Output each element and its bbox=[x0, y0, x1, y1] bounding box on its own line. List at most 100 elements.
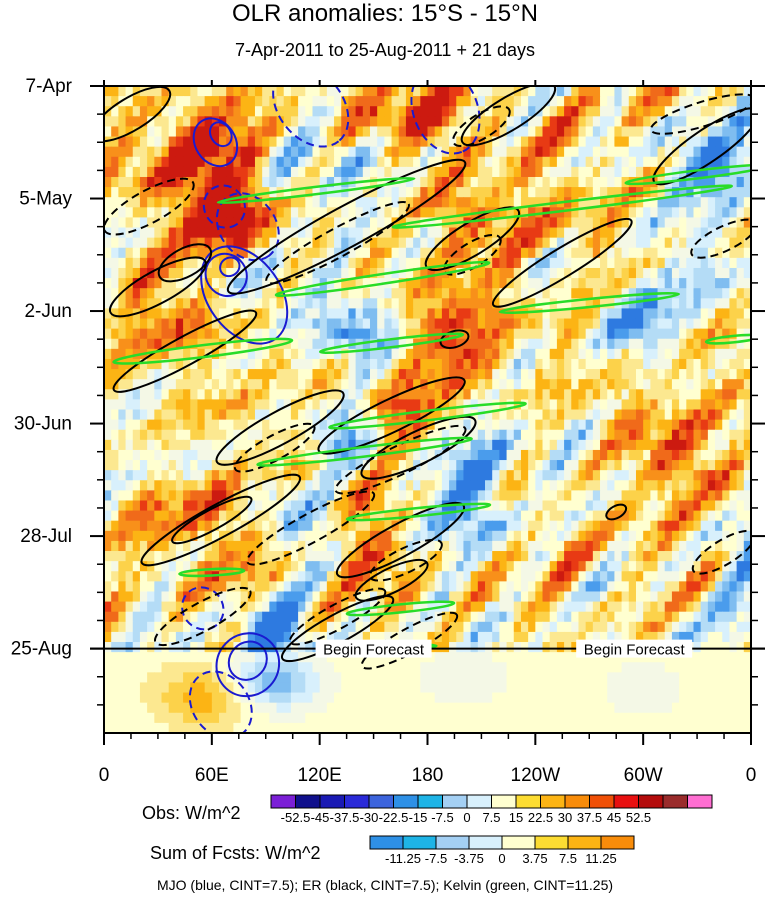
heatmap-cell bbox=[679, 460, 687, 471]
heatmap-cell bbox=[671, 399, 680, 411]
heatmap-cell bbox=[104, 197, 112, 208]
heatmap-cell bbox=[715, 510, 723, 522]
heatmap-cell bbox=[693, 379, 702, 390]
heatmap-cell bbox=[621, 510, 630, 522]
heatmap-cell bbox=[254, 621, 263, 633]
heatmap-cell bbox=[240, 631, 249, 643]
heatmap-cell bbox=[456, 348, 465, 360]
heatmap-cell bbox=[722, 257, 731, 269]
heatmap-cell bbox=[132, 96, 141, 107]
heatmap-cell bbox=[233, 227, 242, 239]
heatmap-cell bbox=[197, 642, 206, 653]
heatmap-cell bbox=[578, 540, 587, 552]
heatmap-cell bbox=[290, 601, 299, 613]
heatmap-cell bbox=[233, 399, 242, 411]
heatmap-cell bbox=[319, 449, 328, 461]
heatmap-cell bbox=[477, 601, 486, 613]
heatmap-cell bbox=[628, 247, 637, 259]
heatmap-cell bbox=[614, 207, 623, 219]
heatmap-cell bbox=[506, 358, 515, 370]
heatmap-cell bbox=[154, 419, 163, 431]
heatmap-cell bbox=[456, 358, 465, 370]
heatmap-cell bbox=[707, 581, 716, 593]
heatmap-cell bbox=[334, 581, 342, 593]
heatmap-cell bbox=[391, 288, 400, 299]
heatmap-cell bbox=[118, 631, 127, 643]
heatmap-cell bbox=[262, 409, 270, 421]
heatmap-cell bbox=[326, 631, 335, 643]
heatmap-cell bbox=[542, 530, 551, 542]
heatmap-cell bbox=[305, 581, 314, 593]
heatmap-cell bbox=[621, 530, 630, 542]
heatmap-cell bbox=[686, 480, 695, 491]
heatmap-cell bbox=[463, 106, 472, 117]
heatmap-cell bbox=[549, 581, 558, 593]
heatmap-cell bbox=[585, 207, 594, 219]
heatmap-cell bbox=[499, 298, 508, 310]
heatmap-cell bbox=[161, 631, 170, 643]
heatmap-cell bbox=[168, 520, 177, 532]
heatmap-cell bbox=[168, 227, 177, 239]
heatmap-cell bbox=[391, 530, 400, 542]
heatmap-cell bbox=[441, 470, 450, 481]
heatmap-cell bbox=[736, 520, 745, 532]
heatmap-cell bbox=[463, 298, 472, 310]
heatmap-cell bbox=[183, 490, 191, 502]
heatmap-cell bbox=[413, 308, 421, 320]
heatmap-cell bbox=[154, 399, 163, 411]
heatmap-cell bbox=[463, 116, 472, 128]
heatmap-cell bbox=[183, 96, 191, 107]
heatmap-cell bbox=[427, 197, 436, 208]
heatmap-cell bbox=[528, 571, 536, 582]
heatmap-cell bbox=[693, 338, 702, 350]
heatmap-cell bbox=[664, 520, 673, 532]
heatmap-cell bbox=[664, 257, 673, 269]
heatmap-cell bbox=[549, 187, 558, 198]
heatmap-cell bbox=[391, 96, 400, 107]
heatmap-cell bbox=[556, 227, 565, 239]
heatmap-cell bbox=[319, 551, 328, 562]
heatmap-cell bbox=[298, 96, 306, 107]
heatmap-cell bbox=[175, 358, 184, 370]
heatmap-cell bbox=[384, 298, 393, 310]
heatmap-cell bbox=[456, 419, 465, 431]
heatmap-cell bbox=[549, 156, 558, 168]
heatmap-cell bbox=[305, 126, 314, 138]
heatmap-cell bbox=[204, 561, 213, 572]
heatmap-cell bbox=[513, 156, 522, 168]
heatmap-cell bbox=[197, 197, 206, 208]
heatmap-cell bbox=[147, 621, 155, 633]
heatmap-cell bbox=[643, 419, 651, 431]
heatmap-cell bbox=[211, 267, 220, 279]
heatmap-cell bbox=[413, 470, 421, 481]
heatmap-cell bbox=[456, 126, 465, 138]
heatmap-cell bbox=[535, 631, 544, 643]
heatmap-cell bbox=[693, 520, 702, 532]
heatmap-cell bbox=[585, 267, 594, 279]
heatmap-cell bbox=[147, 419, 155, 431]
heatmap-cell bbox=[707, 429, 716, 441]
heatmap-cell bbox=[125, 278, 134, 289]
heatmap-cell bbox=[535, 581, 544, 593]
heatmap-cell bbox=[707, 389, 716, 400]
heatmap-cell bbox=[290, 540, 299, 552]
heatmap-cell bbox=[506, 247, 515, 259]
heatmap-cell bbox=[405, 561, 414, 572]
heatmap-cell bbox=[600, 520, 608, 532]
heatmap-cell bbox=[254, 348, 263, 360]
heatmap-cell bbox=[283, 318, 292, 330]
heatmap-cell bbox=[247, 460, 256, 471]
heatmap-cell bbox=[470, 166, 479, 178]
heatmap-cell bbox=[564, 611, 572, 623]
heatmap-cell bbox=[247, 611, 256, 623]
heatmap-cell bbox=[254, 389, 263, 400]
heatmap-cell bbox=[118, 136, 127, 148]
heatmap-cell bbox=[729, 96, 738, 107]
heatmap-cell bbox=[506, 571, 515, 582]
heatmap-cell bbox=[492, 116, 500, 128]
heatmap-cell bbox=[125, 116, 134, 128]
heatmap-cell bbox=[657, 500, 666, 512]
heatmap-cell bbox=[233, 116, 242, 128]
heatmap-cell bbox=[607, 561, 616, 572]
heatmap-cell bbox=[190, 176, 199, 188]
